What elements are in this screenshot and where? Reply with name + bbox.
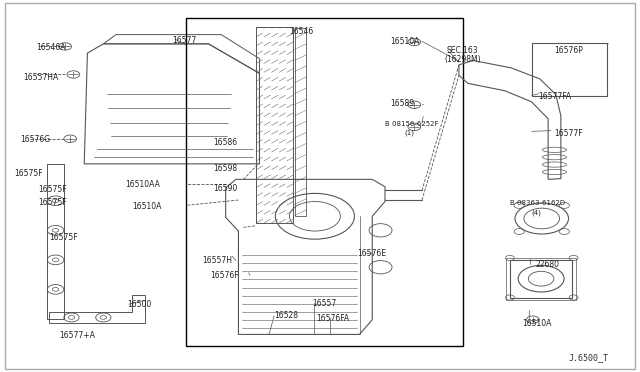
Text: SEC.163: SEC.163 [446, 46, 478, 55]
Text: 16546: 16546 [289, 27, 314, 36]
Text: 16576P: 16576P [554, 46, 584, 55]
Text: 16546A: 16546A [36, 43, 66, 52]
Text: 16577: 16577 [172, 36, 196, 45]
Bar [532, 43, 607, 96]
Text: 16510A: 16510A [523, 319, 552, 328]
Text: 16577F: 16577F [554, 129, 583, 138]
Text: 16510AA: 16510AA [125, 180, 161, 189]
Text: 16557: 16557 [312, 299, 337, 308]
Text: (1): (1) [404, 130, 414, 137]
Text: 16557HA: 16557HA [24, 73, 59, 81]
Text: (4): (4) [532, 209, 541, 216]
Text: B 08156-6252F: B 08156-6252F [385, 121, 438, 127]
Text: 16575F: 16575F [14, 169, 43, 177]
Text: 16586: 16586 [213, 138, 237, 147]
Bar [294, 28, 306, 215]
Bar [510, 260, 572, 298]
Text: 16577+A: 16577+A [59, 331, 95, 340]
Text: J.6500_T: J.6500_T [568, 353, 608, 362]
Text: 16528: 16528 [274, 311, 298, 320]
Text: 16576G: 16576G [20, 135, 51, 144]
Text: 16557H: 16557H [202, 256, 232, 265]
Text: 16576F: 16576F [211, 271, 239, 280]
Text: 16500: 16500 [127, 300, 152, 310]
Text: 16590: 16590 [213, 185, 237, 193]
Text: 16575F: 16575F [49, 233, 78, 242]
Text: 16510A: 16510A [390, 37, 419, 46]
Text: (16298M): (16298M) [444, 55, 481, 64]
Bar [506, 258, 576, 300]
Text: 16575F: 16575F [38, 185, 67, 194]
Bar [186, 17, 463, 346]
Text: 16589: 16589 [390, 99, 414, 108]
Text: 16510A: 16510A [132, 202, 161, 211]
Text: 16577FA: 16577FA [539, 92, 572, 101]
Text: 16576FA: 16576FA [316, 314, 349, 323]
Text: 16575F: 16575F [38, 198, 67, 207]
Text: 16598: 16598 [213, 164, 237, 173]
Text: 22680: 22680 [536, 260, 559, 269]
Text: 16576E: 16576E [357, 249, 386, 258]
Text: B 08363-6162D: B 08363-6162D [510, 201, 565, 206]
